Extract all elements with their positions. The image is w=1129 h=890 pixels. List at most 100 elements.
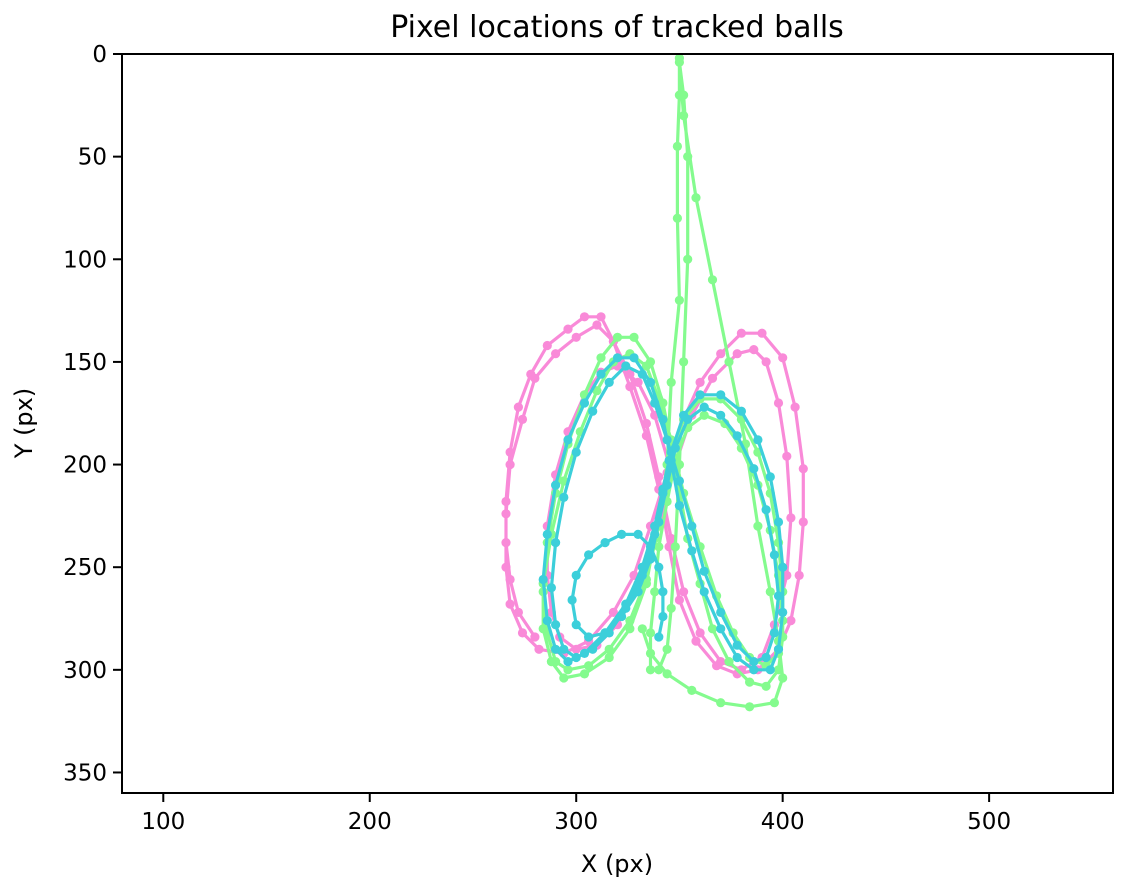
data-point [745, 677, 755, 687]
data-point [633, 587, 643, 597]
data-point [604, 377, 614, 387]
data-point [625, 616, 635, 626]
data-point [782, 570, 792, 581]
data-point [645, 628, 656, 638]
data-point [736, 406, 747, 416]
data-point [584, 550, 594, 560]
data-point [716, 698, 726, 708]
data-point [517, 628, 528, 638]
data-point [662, 644, 672, 654]
data-point [745, 702, 755, 712]
data-point [637, 369, 647, 379]
data-point [666, 533, 676, 544]
data-point [633, 529, 643, 540]
data-point [501, 538, 511, 548]
data-point [612, 332, 623, 342]
data-point [670, 542, 680, 552]
data-point [513, 402, 524, 412]
data-point [645, 648, 656, 659]
data-point [687, 685, 697, 696]
data-point [778, 562, 788, 572]
data-point [559, 492, 569, 502]
data-point [571, 570, 581, 581]
data-point [645, 665, 656, 675]
data-point [559, 673, 569, 683]
data-point [571, 332, 581, 342]
data-point [724, 357, 734, 367]
data-point [749, 345, 759, 355]
data-point [637, 570, 647, 581]
data-point [600, 628, 610, 638]
data-point [679, 90, 689, 100]
data-point [674, 295, 685, 305]
y-tick-label: 100 [63, 247, 107, 273]
data-point [551, 480, 561, 490]
data-point [596, 312, 606, 322]
data-point [761, 681, 771, 691]
data-point [546, 657, 557, 667]
data-point [674, 595, 685, 605]
data-point [699, 410, 709, 420]
data-point [753, 435, 763, 445]
data-point [695, 390, 705, 400]
data-point [658, 611, 668, 622]
data-point [641, 418, 652, 429]
x-tick-label: 200 [348, 809, 392, 835]
data-point [505, 599, 515, 609]
data-point [674, 501, 685, 511]
data-point [761, 652, 771, 663]
data-point [765, 472, 775, 482]
data-point [778, 673, 788, 683]
data-point [637, 562, 647, 572]
y-tick-label: 250 [63, 555, 107, 581]
data-point [716, 624, 726, 634]
data-point [625, 382, 635, 392]
data-point [621, 603, 631, 613]
data-point [563, 657, 573, 667]
data-point [588, 644, 598, 654]
data-point [658, 414, 668, 424]
data-point [641, 431, 652, 441]
data-point [658, 587, 668, 597]
data-point [672, 213, 683, 223]
data-point [629, 332, 639, 342]
data-point [654, 562, 664, 572]
data-point [778, 353, 788, 363]
data-point [542, 340, 552, 351]
y-tick-label: 200 [63, 453, 107, 479]
x-tick-label: 500 [967, 809, 1011, 835]
data-point [716, 607, 726, 618]
data-point [679, 587, 689, 597]
data-point [773, 517, 784, 527]
data-point [672, 141, 683, 151]
y-tick-label: 150 [63, 350, 107, 376]
data-point [579, 669, 590, 679]
data-point [699, 402, 709, 412]
data-point [712, 661, 722, 671]
data-point [683, 414, 693, 424]
data-point [662, 669, 672, 679]
plot-frame [121, 53, 1114, 794]
data-point [645, 377, 656, 387]
data-point [650, 398, 660, 408]
data-point [765, 587, 775, 597]
data-point [604, 652, 614, 663]
data-point [786, 513, 796, 523]
data-point [658, 488, 668, 498]
data-point [773, 644, 784, 654]
data-point [674, 460, 685, 470]
data-point [761, 505, 771, 515]
data-point [579, 398, 590, 408]
data-point [571, 644, 581, 654]
x-tick-label: 300 [554, 809, 598, 835]
data-point [699, 566, 709, 576]
data-point [778, 607, 788, 618]
data-point [571, 652, 581, 663]
data-point [662, 480, 672, 490]
data-point [716, 349, 726, 359]
data-point [691, 193, 701, 203]
data-point [645, 542, 656, 552]
data-point [542, 616, 552, 626]
data-point [670, 443, 680, 453]
